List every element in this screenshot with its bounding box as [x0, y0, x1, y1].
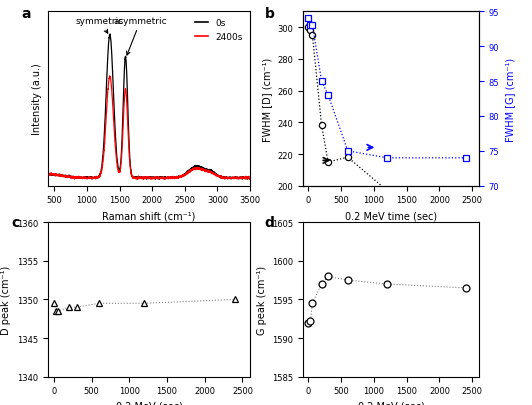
- Y-axis label: FWHM [D] (cm⁻¹): FWHM [D] (cm⁻¹): [262, 57, 272, 141]
- Y-axis label: G peak (cm⁻¹): G peak (cm⁻¹): [257, 265, 267, 334]
- Text: d: d: [264, 215, 275, 229]
- Text: a: a: [22, 7, 31, 21]
- Y-axis label: D peak (cm⁻¹): D peak (cm⁻¹): [2, 265, 11, 334]
- Text: asymmetric: asymmetric: [114, 17, 167, 56]
- Legend: 0s, 2400s: 0s, 2400s: [192, 17, 246, 45]
- Text: b: b: [264, 7, 275, 21]
- Y-axis label: Intensity (a.u.): Intensity (a.u.): [32, 64, 43, 135]
- X-axis label: 0.2 MeV (sec): 0.2 MeV (sec): [115, 401, 182, 405]
- X-axis label: 0.2 MeV time (sec): 0.2 MeV time (sec): [345, 211, 437, 220]
- Y-axis label: FWHM [G] (cm⁻¹): FWHM [G] (cm⁻¹): [505, 57, 514, 141]
- X-axis label: Raman shift (cm⁻¹): Raman shift (cm⁻¹): [102, 211, 196, 220]
- X-axis label: 0.2 MeV (sec): 0.2 MeV (sec): [358, 401, 425, 405]
- Text: symmetric: symmetric: [76, 17, 124, 34]
- Text: c: c: [12, 215, 20, 229]
